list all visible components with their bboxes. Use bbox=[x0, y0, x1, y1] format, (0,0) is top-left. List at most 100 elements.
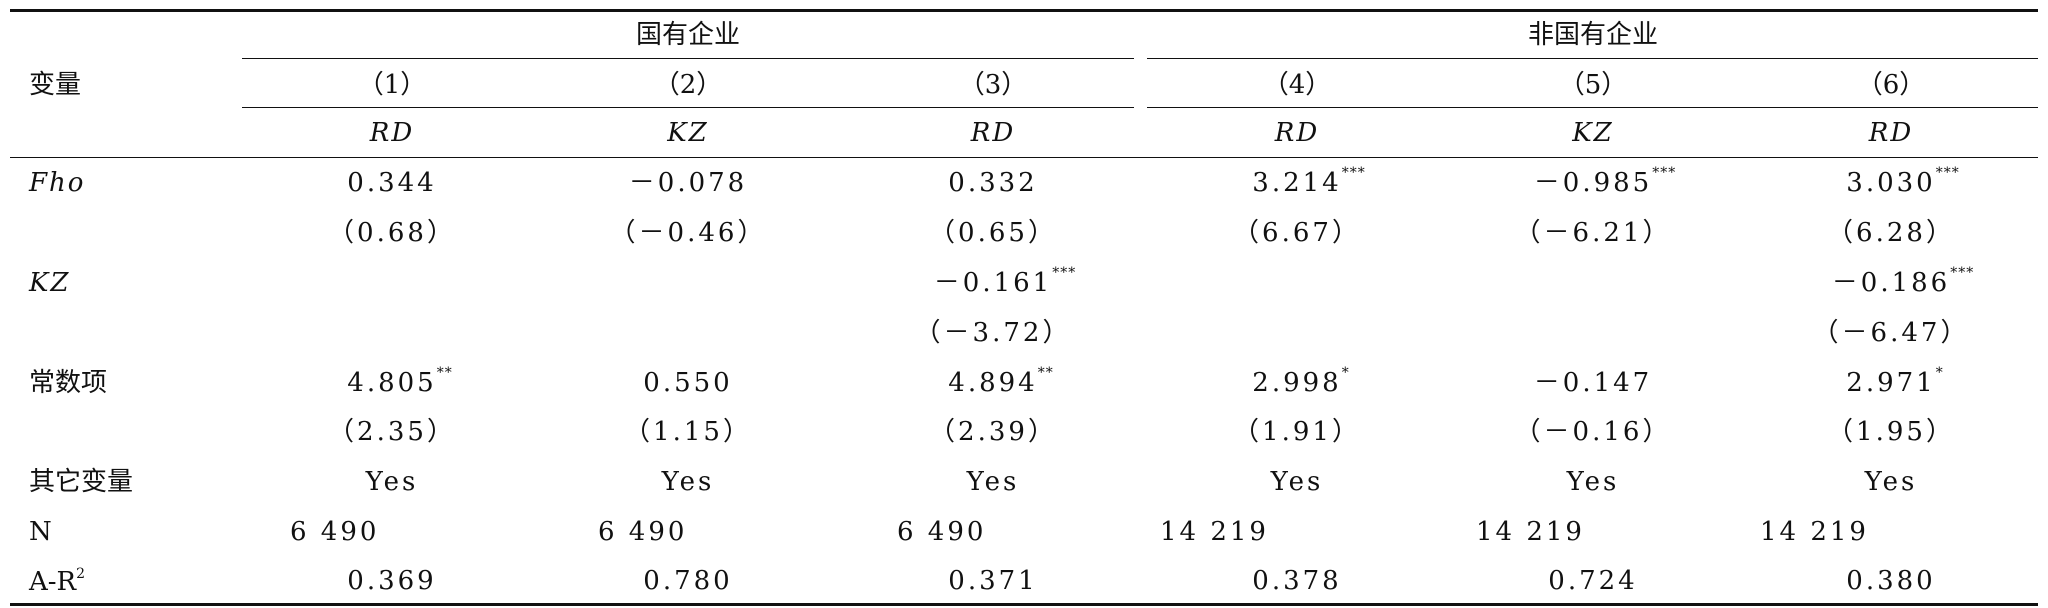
table-cell: （－0.16） bbox=[1515, 419, 1672, 445]
table-cell: －0.186 *** bbox=[1831, 266, 1973, 298]
table-cell: 6 490 bbox=[598, 519, 687, 545]
row-label-text: N bbox=[29, 517, 52, 547]
table-cell: 3.214 *** bbox=[1252, 166, 1364, 198]
cell-value: 14 219 bbox=[1160, 517, 1269, 547]
table-cell: 0.380 bbox=[1846, 568, 1935, 594]
cell-value: （0.65） bbox=[929, 218, 1057, 248]
cell-value: 4.894 bbox=[948, 368, 1038, 398]
group-label: 国有企业 bbox=[635, 20, 741, 50]
row-label-text: 其它变量 bbox=[29, 467, 134, 497]
table-cell: 0.369 bbox=[347, 568, 436, 594]
cell-value: 0.724 bbox=[1548, 566, 1638, 596]
cell-value: （－3.72） bbox=[914, 318, 1072, 348]
significance-stars: *** bbox=[1652, 165, 1677, 181]
row-label: 常数项 bbox=[29, 370, 107, 396]
table-cell: （－3.72） bbox=[915, 320, 1072, 346]
cell-value: 0.371 bbox=[948, 566, 1038, 596]
bottom-rule bbox=[10, 603, 2038, 606]
table-cell: 6 490 bbox=[897, 519, 986, 545]
row-label-text: Fho bbox=[29, 168, 86, 198]
table-cell: 3.030 *** bbox=[1846, 166, 1958, 198]
table-cell: （1.95） bbox=[1827, 419, 1955, 445]
cell-value: 14 219 bbox=[1760, 517, 1869, 547]
significance-stars: ** bbox=[436, 365, 453, 381]
cell-value: （1.91） bbox=[1233, 417, 1361, 447]
table-cell: 2.998 * bbox=[1252, 366, 1348, 398]
dependent-variable: RD bbox=[970, 118, 1016, 148]
cell-value: 6 490 bbox=[897, 517, 987, 547]
cell-value: 0.332 bbox=[948, 168, 1038, 198]
table-cell: （1.15） bbox=[624, 419, 752, 445]
row-label-sup: 2 bbox=[76, 566, 87, 582]
table-cell: （6.67） bbox=[1233, 220, 1361, 246]
table-cell: 0.780 bbox=[643, 568, 732, 594]
table-cell: －0.078 bbox=[629, 170, 747, 196]
row-label-text: 常数项 bbox=[29, 368, 108, 398]
row-label: Fho bbox=[29, 170, 85, 196]
cell-value: （1.15） bbox=[624, 417, 752, 447]
cell-value: 2.998 bbox=[1252, 368, 1342, 398]
top-rule bbox=[10, 9, 2038, 12]
cell-value: （2.39） bbox=[929, 417, 1057, 447]
table-cell: 14 219 bbox=[1760, 519, 1869, 545]
group-label: 非国有企业 bbox=[1527, 20, 1659, 50]
significance-stars: *** bbox=[1052, 265, 1077, 281]
cell-value: 0.378 bbox=[1252, 566, 1342, 596]
cell-value: 0.380 bbox=[1846, 566, 1936, 596]
table-cell: 14 219 bbox=[1160, 519, 1269, 545]
row-label-text: KZ bbox=[29, 268, 71, 298]
row-label: KZ bbox=[29, 270, 71, 296]
table-cell: 4.805 ** bbox=[347, 366, 451, 398]
cell-value: （－6.47） bbox=[1812, 318, 1970, 348]
cell-value: （－0.46） bbox=[609, 218, 767, 248]
cell-value: Yes bbox=[661, 467, 715, 497]
table-cell: （－6.21） bbox=[1515, 220, 1672, 246]
cell-value: －0.161 bbox=[933, 268, 1053, 298]
table-cell: （1.91） bbox=[1233, 419, 1361, 445]
cell-value: （6.28） bbox=[1827, 218, 1955, 248]
table-cell: （－0.46） bbox=[610, 220, 767, 246]
cell-value: Yes bbox=[1566, 467, 1620, 497]
table-cell: 0.724 bbox=[1548, 568, 1637, 594]
cell-value: Yes bbox=[1864, 467, 1918, 497]
cell-value: 0.344 bbox=[347, 168, 437, 198]
table-cell: Yes bbox=[366, 469, 419, 495]
cell-value: 0.550 bbox=[643, 368, 733, 398]
significance-stars: * bbox=[1935, 365, 1944, 381]
stub-label: 变量 bbox=[29, 70, 82, 100]
dependent-variable: KZ bbox=[667, 118, 709, 148]
significance-stars: *** bbox=[1950, 265, 1975, 281]
cell-value: 0.780 bbox=[643, 566, 733, 596]
cell-value: 3.214 bbox=[1252, 168, 1342, 198]
table-cell: Yes bbox=[662, 469, 715, 495]
cell-value: 3.030 bbox=[1846, 168, 1936, 198]
cell-value: （2.35） bbox=[328, 417, 456, 447]
row-label: N bbox=[29, 519, 52, 545]
header-rule bbox=[10, 157, 2038, 158]
table-cell: －0.161 *** bbox=[933, 266, 1075, 298]
dependent-variable: RD bbox=[1274, 118, 1320, 148]
cell-value: （－6.21） bbox=[1514, 218, 1672, 248]
cell-value: （－0.16） bbox=[1514, 417, 1672, 447]
column-number: （6） bbox=[1856, 70, 1926, 100]
cell-value: Yes bbox=[1270, 467, 1324, 497]
significance-stars: ** bbox=[1037, 365, 1054, 381]
significance-stars: *** bbox=[1341, 165, 1366, 181]
significance-stars: * bbox=[1341, 365, 1350, 381]
table-cell: 0.550 bbox=[643, 370, 732, 396]
table-cell: （－6.47） bbox=[1813, 320, 1970, 346]
cell-value: －0.186 bbox=[1831, 268, 1951, 298]
table-cell: Yes bbox=[967, 469, 1020, 495]
cell-value: 6 490 bbox=[290, 517, 380, 547]
column-number: （3） bbox=[958, 70, 1028, 100]
table-cell: （0.65） bbox=[929, 220, 1057, 246]
column-rule bbox=[242, 107, 1134, 108]
cell-value: 4.805 bbox=[347, 368, 437, 398]
column-number: （2） bbox=[653, 70, 723, 100]
table-cell: 14 219 bbox=[1476, 519, 1585, 545]
table-cell: （2.39） bbox=[929, 419, 1057, 445]
cell-value: Yes bbox=[966, 467, 1020, 497]
table-cell: －0.985 *** bbox=[1534, 166, 1675, 196]
table-cell: （0.68） bbox=[328, 220, 456, 246]
column-rule bbox=[1147, 107, 2038, 108]
